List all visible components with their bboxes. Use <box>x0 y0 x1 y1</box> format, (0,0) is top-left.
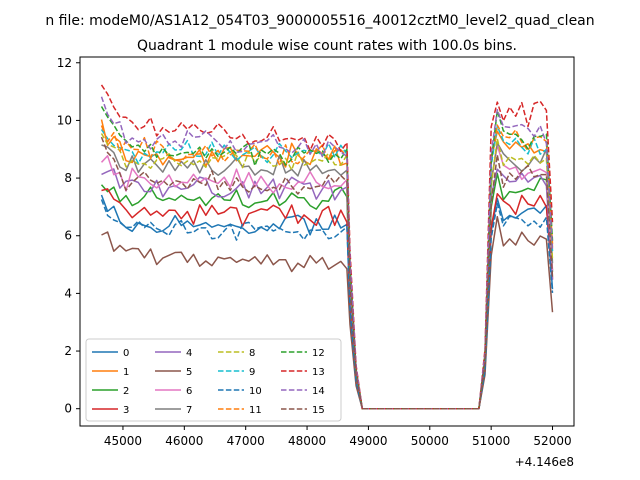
x-tick-label: 48000 <box>288 434 326 448</box>
x-tick-label: 51000 <box>472 434 510 448</box>
legend-box <box>85 338 342 422</box>
legend-label-3: 3 <box>123 405 129 416</box>
series-line-10 <box>100 199 554 410</box>
legend-label-11: 11 <box>249 405 262 416</box>
legend-label-1: 1 <box>123 367 129 378</box>
legend-label-7: 7 <box>186 405 192 416</box>
series-line-5 <box>101 215 554 410</box>
x-tick-label: 46000 <box>165 434 203 448</box>
series-line-7 <box>101 141 554 410</box>
legend-label-8: 8 <box>249 348 255 359</box>
y-tick-label: 0 <box>64 402 72 416</box>
legend-label-5: 5 <box>186 367 192 378</box>
series-line-9 <box>100 125 554 410</box>
legend-label-6: 6 <box>186 386 192 397</box>
series-line-13 <box>100 84 554 410</box>
y-tick-label: 2 <box>64 344 72 358</box>
legend-label-14: 14 <box>312 386 325 397</box>
x-axis: 45000 46000 47000 48000 49000 50000 51000 52000 <box>104 426 572 448</box>
x-tick-label: 47000 <box>227 434 265 448</box>
y-tick-label: 12 <box>57 56 72 70</box>
legend-label-9: 9 <box>249 367 255 378</box>
x-tick-label: 50000 <box>411 434 449 448</box>
y-tick-label: 8 <box>64 171 72 185</box>
series-line-0 <box>100 194 554 410</box>
series-line-14 <box>100 96 554 410</box>
series-line-1 <box>100 119 554 410</box>
y-axis: 0 2 4 6 8 10 12 <box>57 56 80 416</box>
x-tick-label: 49000 <box>349 434 387 448</box>
legend-label-4: 4 <box>186 348 192 359</box>
plot-border <box>79 56 575 427</box>
chart-title: Quadrant 1 module wise count rates with … <box>137 38 517 54</box>
x-tick-label: 52000 <box>533 434 571 448</box>
y-tick-label: 4 <box>64 286 72 300</box>
y-tick-label: 10 <box>57 113 72 127</box>
legend-label-15: 15 <box>312 405 325 416</box>
legend-label-12: 12 <box>312 348 325 359</box>
figure-suptitle: n file: modeM0/AS1A12_054T03_9000005516_… <box>45 13 594 29</box>
x-offset-label: +4.146e8 <box>515 455 574 469</box>
legend-label-2: 2 <box>123 386 129 397</box>
legend-label-10: 10 <box>249 386 262 397</box>
legend-label-13: 13 <box>312 367 325 378</box>
series-line-8 <box>100 133 554 410</box>
x-tick-label: 45000 <box>104 434 142 448</box>
legend-label-0: 0 <box>123 348 129 359</box>
series-layer <box>100 84 554 410</box>
series-line-15 <box>100 136 554 410</box>
y-tick-label: 6 <box>64 229 72 243</box>
series-line-3 <box>101 188 554 410</box>
